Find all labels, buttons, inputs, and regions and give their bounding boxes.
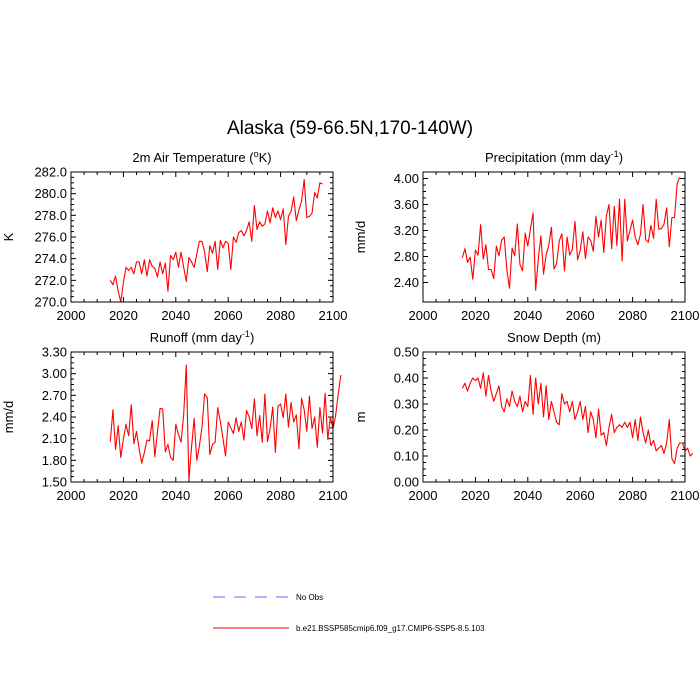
x-tick-label: 2000 bbox=[409, 488, 438, 503]
y-tick-label: 270.0 bbox=[34, 295, 67, 310]
plot-frame bbox=[70, 351, 334, 483]
y-tick-label: 276.0 bbox=[34, 230, 67, 245]
panel-title-suffix: ) bbox=[250, 330, 254, 345]
panel-title-main: Snow Depth (m) bbox=[507, 330, 601, 345]
x-tick-label: 2060 bbox=[566, 308, 595, 323]
y-tick-label: 3.30 bbox=[42, 345, 67, 360]
y-axis-label: K bbox=[1, 232, 16, 241]
x-tick-label: 2100 bbox=[319, 488, 348, 503]
y-tick-label: 0.20 bbox=[394, 423, 419, 438]
y-axis-label: mm/d bbox=[353, 221, 368, 254]
panel-title: Runoff (mm day-1) bbox=[150, 329, 255, 345]
y-tick-label: 4.00 bbox=[394, 171, 419, 186]
x-tick-label: 2000 bbox=[57, 308, 86, 323]
series-line-precip bbox=[461, 176, 681, 291]
x-tick-label: 2040 bbox=[513, 488, 542, 503]
series-line-snow bbox=[461, 372, 694, 465]
x-tick-label: 2060 bbox=[214, 308, 243, 323]
figure-title: Alaska (59-66.5N,170-140W) bbox=[227, 118, 473, 139]
x-tick-label: 2040 bbox=[513, 308, 542, 323]
panel-title: Snow Depth (m) bbox=[507, 330, 601, 345]
y-tick-label: 0.40 bbox=[394, 371, 419, 386]
panel-temp: 2m Air Temperature (oK) K 2000 2020 2040 2060… bbox=[1, 149, 347, 323]
legend-label-model: b.e21.BSSP585cmip6.f09_g17.CMIP6-SSP5-8.… bbox=[296, 624, 485, 633]
y-tick-label: 3.20 bbox=[394, 223, 419, 238]
series-line-runoff bbox=[109, 364, 342, 481]
y-tick-label: 278.0 bbox=[34, 208, 67, 223]
y-tick-label: 0.00 bbox=[394, 475, 419, 490]
y-tick-label: 2.70 bbox=[42, 388, 67, 403]
panel-precip: Precipitation (mm day-1) mm/d 2000 2020 2040… bbox=[353, 149, 699, 323]
y-tick-label: 2.40 bbox=[394, 275, 419, 290]
y-tick-label: 2.40 bbox=[42, 410, 67, 425]
y-tick-label: 280.0 bbox=[34, 186, 67, 201]
plot-frame bbox=[70, 171, 334, 303]
x-tick-label: 2000 bbox=[409, 308, 438, 323]
x-tick-label: 2020 bbox=[109, 308, 138, 323]
x-tick-label: 2060 bbox=[566, 488, 595, 503]
panel-title-superscript: -1 bbox=[611, 149, 619, 159]
x-tick-label: 2100 bbox=[671, 488, 700, 503]
panel-title-suffix: K) bbox=[259, 150, 272, 165]
y-tick-label: 3.00 bbox=[42, 366, 67, 381]
y-tick-label: 0.50 bbox=[394, 345, 419, 360]
plot-frame bbox=[422, 351, 686, 483]
legend-label-no-obs: No Obs bbox=[296, 593, 323, 602]
x-tick-label: 2100 bbox=[319, 308, 348, 323]
panel-title-superscript: o bbox=[254, 149, 259, 159]
panel-title-main: 2m Air Temperature ( bbox=[132, 150, 254, 165]
panel-title-suffix: ) bbox=[619, 150, 623, 165]
x-tick-label: 2100 bbox=[671, 308, 700, 323]
y-tick-label: 0.10 bbox=[394, 449, 419, 464]
x-tick-label: 2040 bbox=[161, 308, 190, 323]
y-tick-label: 274.0 bbox=[34, 251, 67, 266]
plot-frame bbox=[422, 171, 686, 303]
panel-snow: Snow Depth (m) m 2000 2020 2040 2060 2080 2100 0… bbox=[353, 330, 699, 503]
panel-title: 2m Air Temperature (oK) bbox=[132, 149, 271, 165]
y-tick-label: 1.50 bbox=[42, 475, 67, 490]
panel-runoff: Runoff (mm day-1) mm/d 2000 2020 2040 2060 208… bbox=[1, 329, 347, 503]
x-tick-label: 2080 bbox=[266, 308, 295, 323]
panel-title: Precipitation (mm day-1) bbox=[485, 149, 623, 165]
x-tick-label: 2000 bbox=[57, 488, 86, 503]
x-tick-label: 2020 bbox=[461, 308, 490, 323]
series-line-temp bbox=[109, 179, 323, 303]
y-tick-label: 272.0 bbox=[34, 273, 67, 288]
x-tick-label: 2060 bbox=[214, 488, 243, 503]
y-tick-label: 2.10 bbox=[42, 431, 67, 446]
y-axis-label: mm/d bbox=[1, 401, 16, 434]
y-tick-label: 2.80 bbox=[394, 249, 419, 264]
panel-title-main: Runoff (mm day bbox=[150, 330, 243, 345]
x-tick-label: 2080 bbox=[266, 488, 295, 503]
x-tick-label: 2020 bbox=[461, 488, 490, 503]
x-tick-label: 2080 bbox=[618, 488, 647, 503]
y-tick-label: 282.0 bbox=[34, 165, 67, 180]
legend: No Obs b.e21.BSSP585cmip6.f09_g17.CMIP6-… bbox=[213, 593, 485, 633]
x-tick-label: 2040 bbox=[161, 488, 190, 503]
y-tick-label: 3.60 bbox=[394, 197, 419, 212]
y-tick-label: 1.80 bbox=[42, 453, 67, 468]
y-axis-label: m bbox=[353, 412, 368, 423]
x-tick-label: 2020 bbox=[109, 488, 138, 503]
panel-title-main: Precipitation (mm day bbox=[485, 150, 611, 165]
y-tick-label: 0.30 bbox=[394, 397, 419, 412]
panels: 2m Air Temperature (oK) K 2000 2020 2040 2060… bbox=[1, 149, 699, 503]
x-tick-label: 2080 bbox=[618, 308, 647, 323]
panel-title-superscript: -1 bbox=[242, 329, 250, 339]
